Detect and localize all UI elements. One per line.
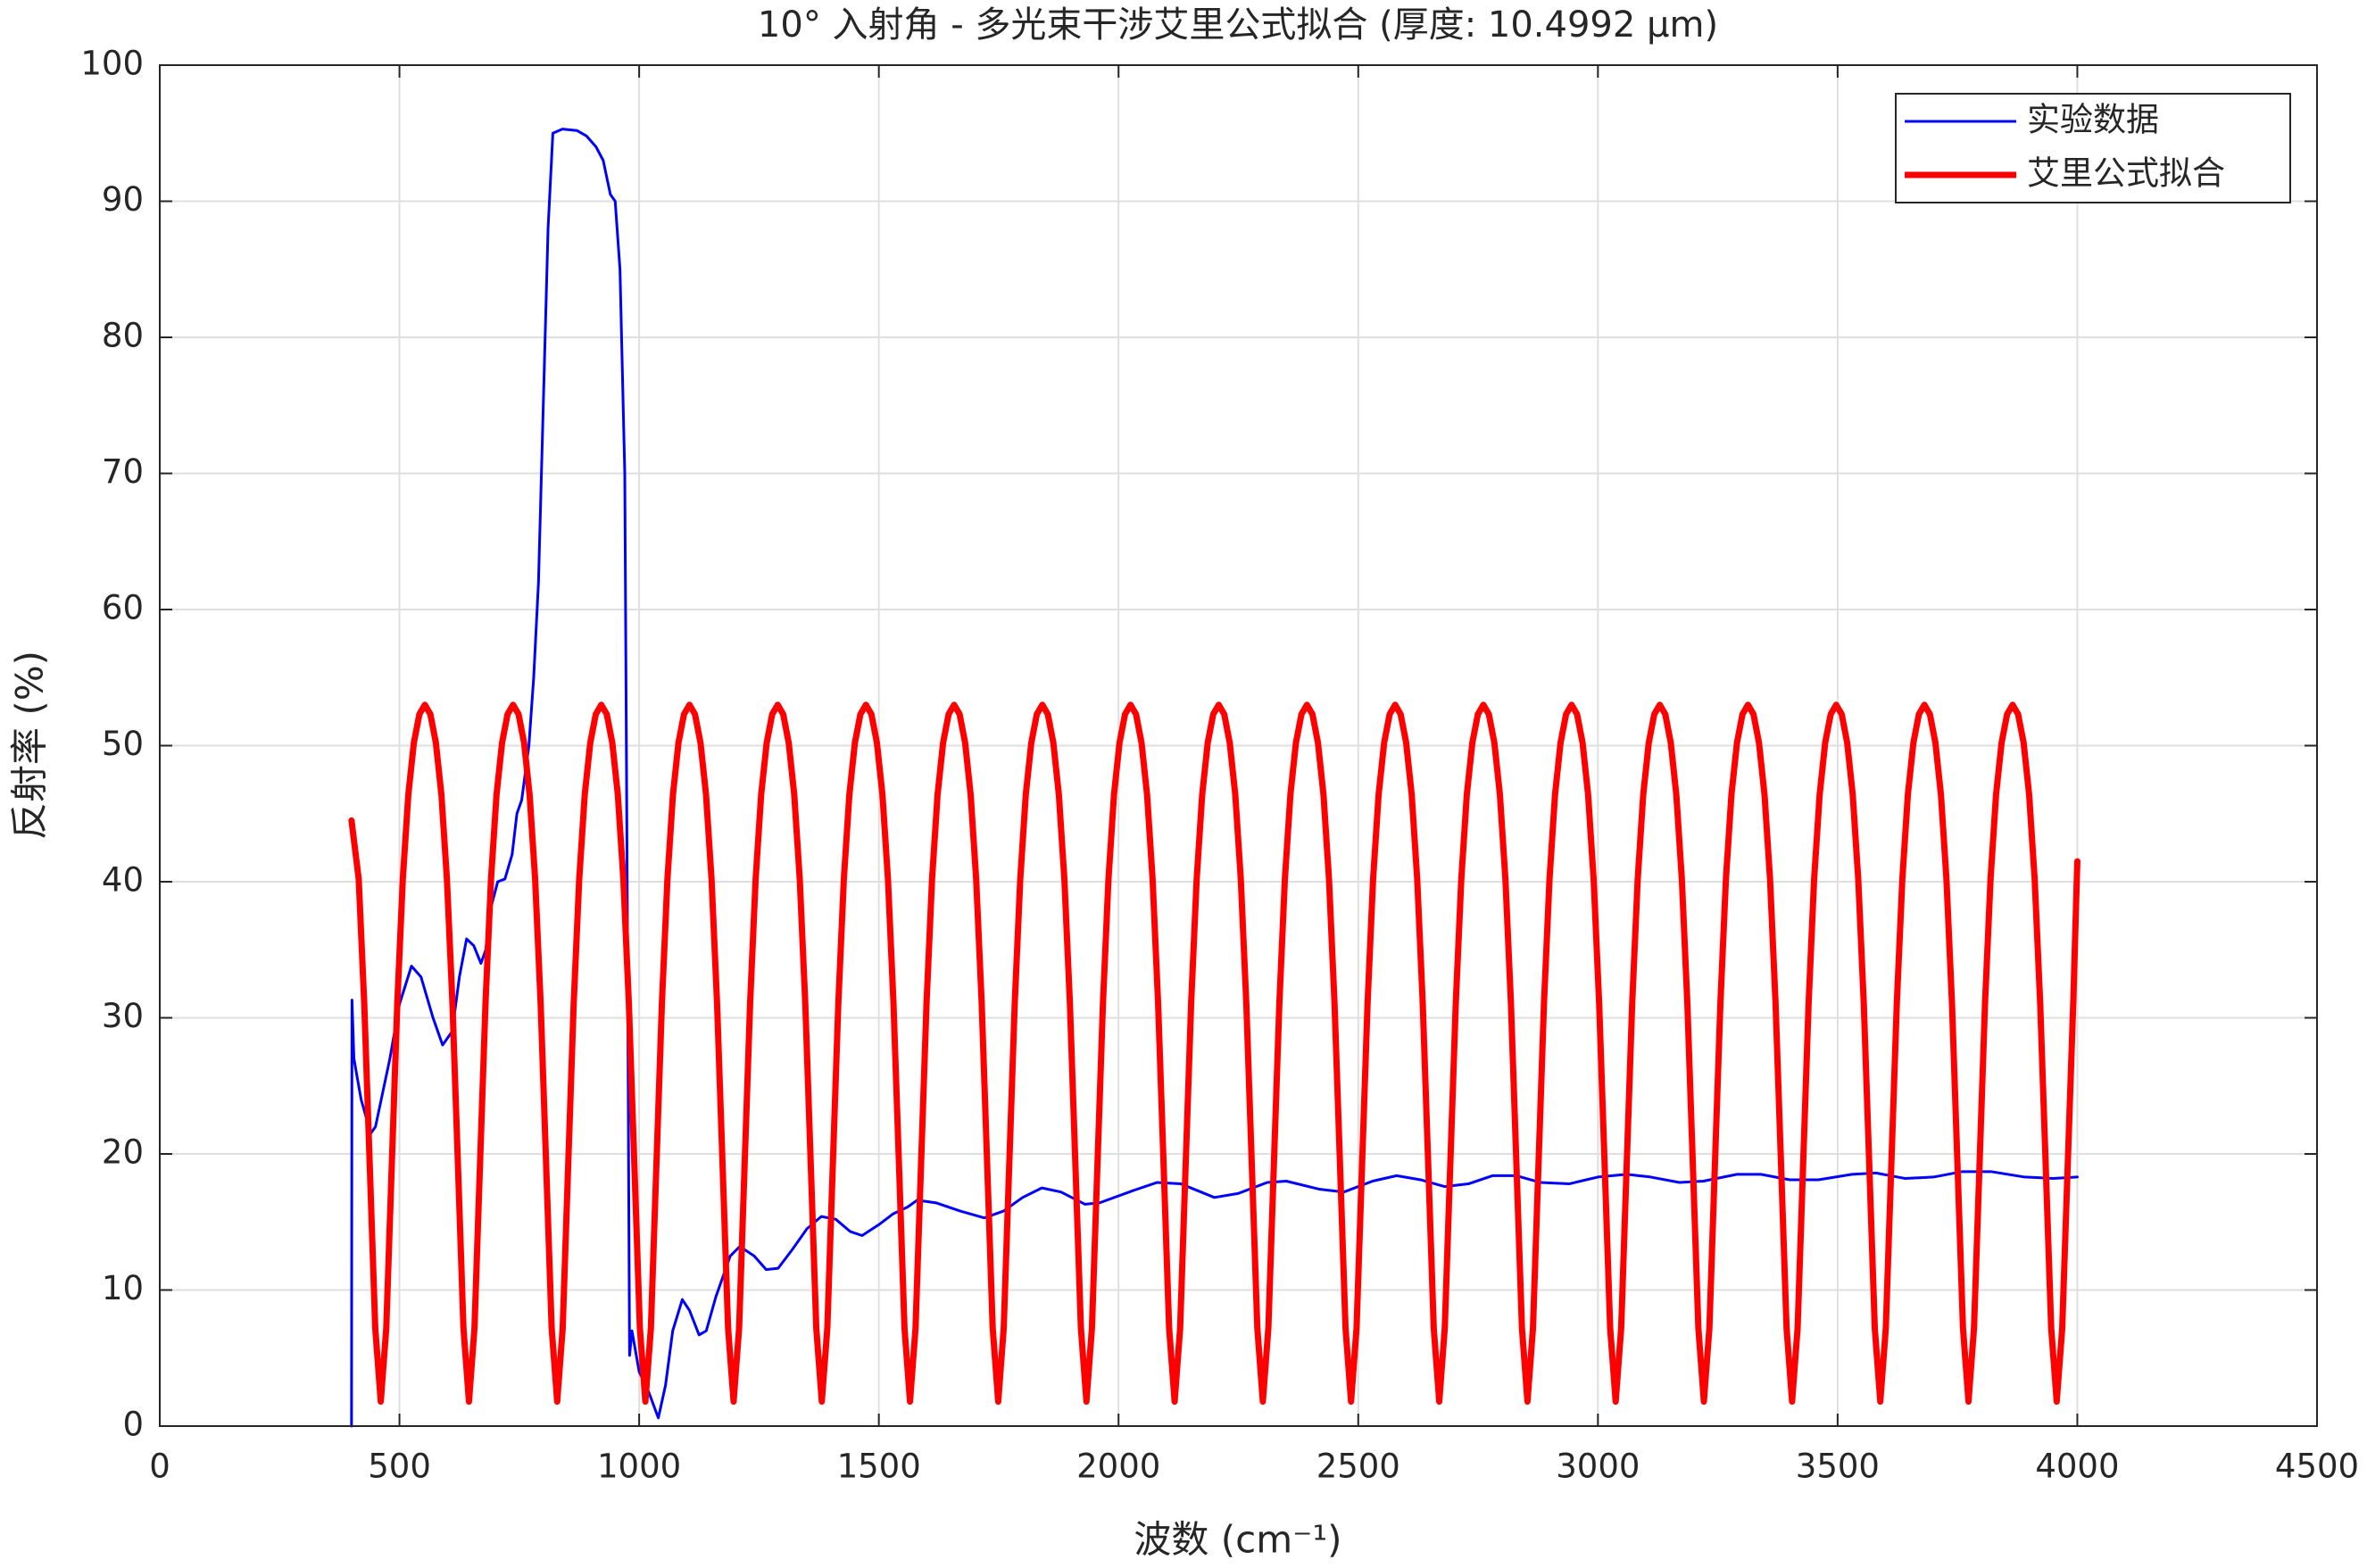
x-tick-label: 4500 (2275, 1448, 2359, 1486)
y-tick-label: 90 (102, 180, 144, 219)
x-tick-label: 1500 (837, 1448, 921, 1486)
data-line (350, 128, 2079, 1428)
x-tick-label: 0 (149, 1448, 170, 1486)
data-line (348, 701, 2080, 1406)
x-tick-label: 2500 (1316, 1448, 1400, 1486)
y-tick-label: 10 (102, 1269, 144, 1307)
y-tick-label: 60 (102, 589, 144, 627)
x-axis-label: 波数 (cm⁻¹) (1134, 1518, 1341, 1562)
y-tick-label: 30 (102, 997, 144, 1035)
x-tick-label: 3000 (1556, 1448, 1640, 1486)
axes-box (159, 64, 2318, 1427)
x-tick-label: 4000 (2035, 1448, 2119, 1486)
legend-label: 实验数据 (2027, 101, 2159, 139)
x-tick-label: 1000 (597, 1448, 681, 1486)
y-tick-label: 0 (122, 1406, 144, 1444)
legend-box (1895, 93, 2291, 203)
y-tick-label: 100 (80, 45, 144, 83)
legend-label: 艾里公式拟合 (2027, 154, 2225, 193)
y-tick-label: 40 (102, 861, 144, 900)
y-tick-label: 50 (102, 725, 144, 763)
y-tick-label: 70 (102, 452, 144, 491)
y-tick-label: 20 (102, 1133, 144, 1172)
x-tick-label: 500 (368, 1448, 431, 1486)
x-tick-label: 3500 (1796, 1448, 1880, 1486)
y-tick-label: 80 (102, 317, 144, 355)
chart-title: 10° 入射角 - 多光束干涉艾里公式拟合 (厚度: 10.4992 μm) (758, 4, 1718, 46)
y-axis-label: 反射率 (%) (8, 651, 52, 840)
x-tick-label: 2000 (1076, 1448, 1160, 1486)
